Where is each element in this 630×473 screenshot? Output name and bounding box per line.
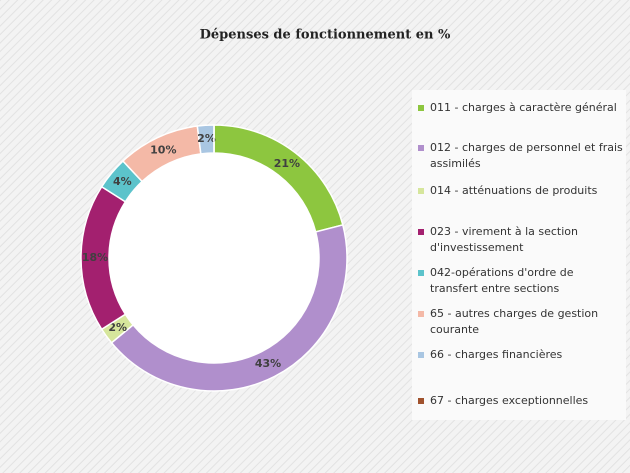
chart-title: Dépenses de fonctionnement en %	[200, 28, 451, 43]
legend-label: 011 - charges à caractère général	[430, 101, 617, 114]
legend-swatch	[418, 352, 424, 358]
legend-item: 042-opérations d'ordre de transfert entr…	[418, 265, 624, 297]
legend-swatch	[418, 398, 424, 404]
data-label: 21%	[274, 157, 300, 170]
legend-label: 65 - autres charges de gestion courante	[430, 307, 599, 336]
data-label: 2%	[197, 132, 216, 145]
data-label: 18%	[82, 251, 108, 264]
data-label: 43%	[255, 357, 281, 370]
legend-label: 012 - charges de personnel et frais assi…	[430, 141, 623, 170]
legend-item: 65 - autres charges de gestion courante	[418, 306, 624, 338]
legend-label: 042-opérations d'ordre de transfert entr…	[430, 266, 574, 295]
legend-swatch	[418, 188, 424, 194]
donut-hole	[109, 153, 319, 363]
legend-label: 67 - charges exceptionnelles	[430, 394, 589, 407]
legend-item: 67 - charges exceptionnelles	[418, 393, 624, 409]
data-label: 4%	[113, 175, 132, 188]
legend-label: 014 - atténuations de produits	[430, 184, 598, 197]
legend-swatch	[418, 145, 424, 151]
legend-swatch	[418, 229, 424, 235]
data-label: 10%	[150, 143, 176, 156]
legend-box	[412, 90, 626, 420]
data-label: 2%	[108, 321, 127, 334]
legend-item: 012 - charges de personnel et frais assi…	[418, 140, 624, 172]
legend: 011 - charges à caractère général 012 - c…	[412, 0, 626, 473]
legend-item: 023 - virement à la section d'investisse…	[418, 224, 624, 256]
legend-swatch	[418, 311, 424, 317]
legend-item: 014 - atténuations de produits	[418, 183, 624, 199]
legend-swatch	[418, 105, 424, 111]
legend-label: 023 - virement à la section d'investisse…	[430, 225, 578, 254]
legend-item: 66 - charges financières	[418, 347, 624, 363]
legend-item: 011 - charges à caractère général	[418, 100, 624, 116]
legend-label: 66 - charges financières	[430, 348, 563, 361]
legend-swatch	[418, 270, 424, 276]
